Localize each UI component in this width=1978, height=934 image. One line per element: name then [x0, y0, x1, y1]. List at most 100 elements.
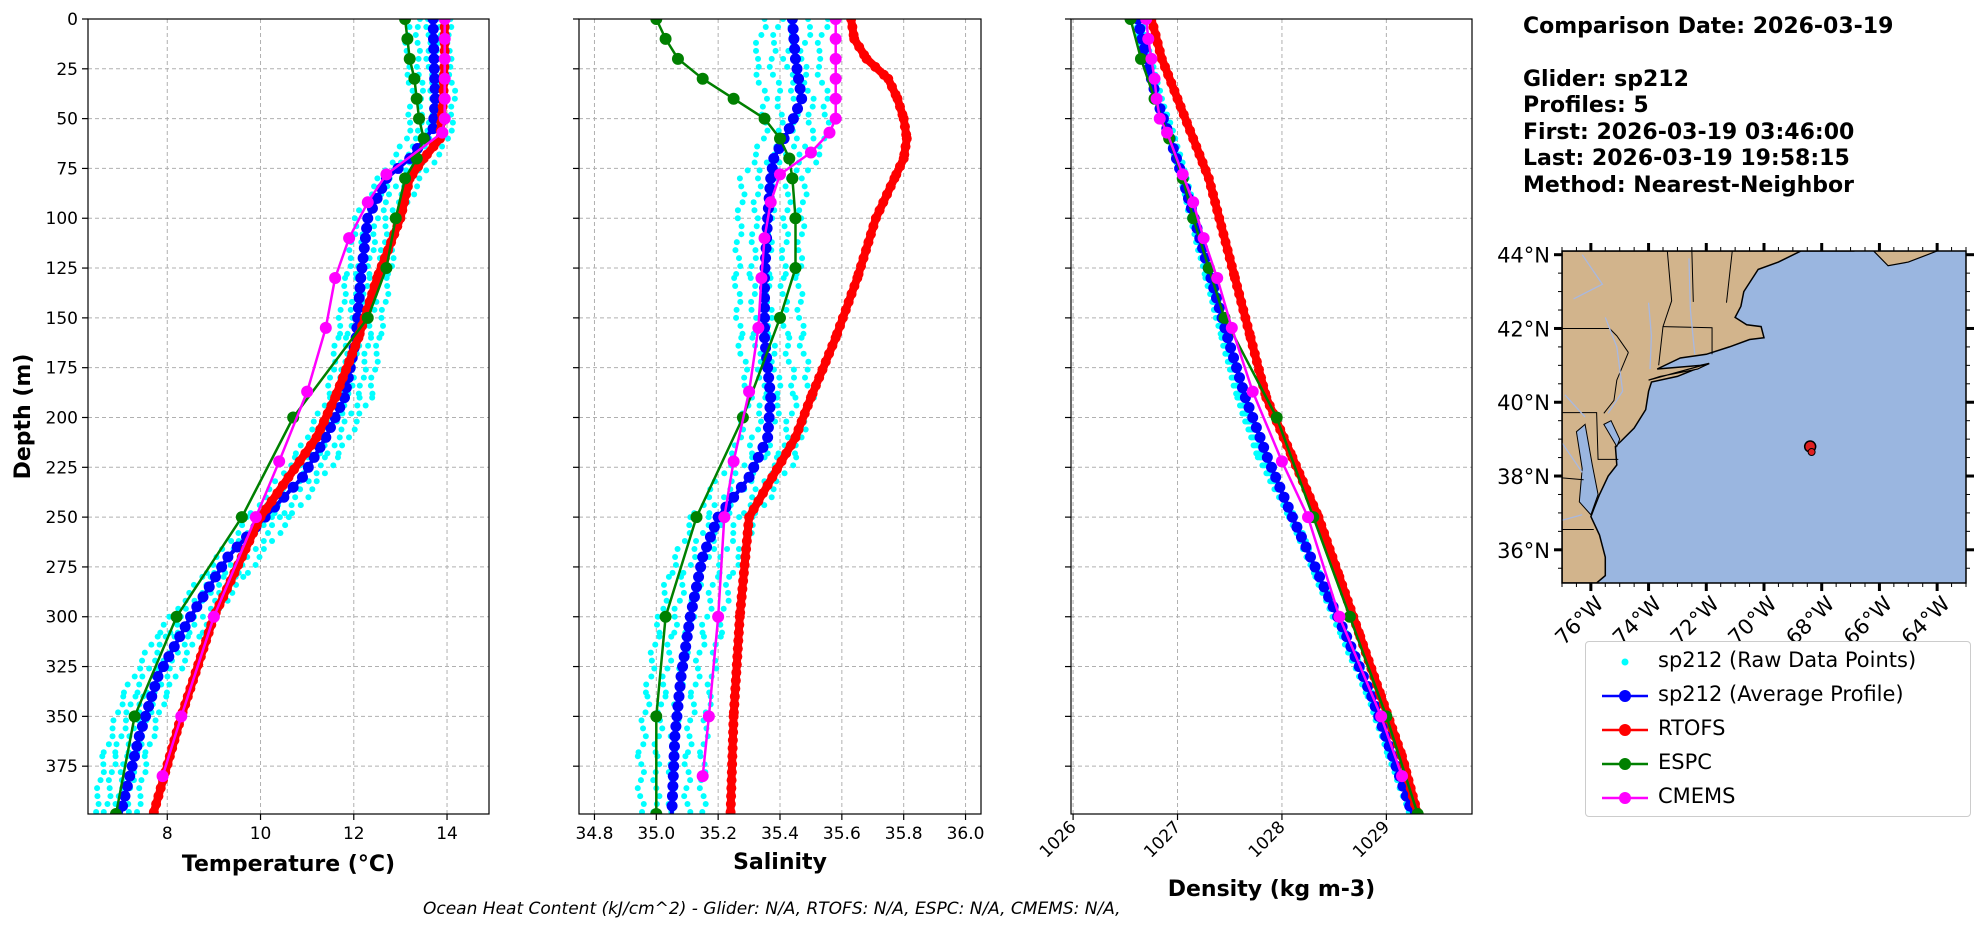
cmems-marker [752, 321, 765, 334]
rtofs-marker [1319, 528, 1330, 539]
rtofs-marker [350, 340, 361, 351]
state-border [1691, 251, 1694, 302]
raw-data-point [181, 641, 188, 648]
raw-data-point [105, 741, 112, 748]
raw-data-point [797, 298, 804, 305]
raw-data-point [374, 358, 381, 365]
raw-data-point [816, 47, 823, 54]
rtofs-marker [341, 364, 352, 375]
raw-data-point [736, 175, 743, 182]
raw-data-point [756, 410, 763, 417]
average-marker [677, 661, 689, 673]
rtofs-marker [771, 464, 782, 475]
rtofs-marker [731, 667, 742, 678]
raw-data-point [741, 462, 748, 469]
raw-data-point [444, 135, 451, 142]
map-lat-label: 40°N [1497, 391, 1550, 415]
chesapeake-bay [1575, 423, 1599, 516]
raw-data-point [688, 741, 695, 748]
raw-data-point [805, 119, 812, 126]
raw-data-point [139, 673, 146, 680]
raw-data-point [805, 111, 812, 118]
raw-data-point [365, 342, 372, 349]
raw-data-point [730, 522, 737, 529]
raw-data-point [634, 785, 641, 792]
rtofs-marker [738, 567, 749, 578]
raw-data-point [452, 87, 459, 94]
raw-data-point [783, 418, 790, 425]
series-group [634, 19, 912, 814]
axes-frame [1070, 18, 1473, 815]
raw-data-point [244, 569, 251, 576]
raw-data-point [288, 502, 295, 509]
raw-data-point [142, 769, 149, 776]
espc-marker [650, 710, 663, 723]
average-marker [1318, 581, 1330, 593]
cmems-marker [1225, 321, 1238, 334]
cmems-marker [438, 19, 451, 25]
raw-data-point [347, 306, 354, 313]
raw-data-point [725, 597, 732, 604]
raw-data-point [720, 605, 727, 612]
raw-data-point [382, 215, 389, 222]
raw-data-point [638, 761, 645, 768]
raw-data-point [389, 159, 396, 166]
raw-data-point [756, 402, 763, 409]
raw-data-point [107, 793, 114, 800]
raw-data-point [648, 673, 655, 680]
legend-swatch-rtofs [1602, 724, 1648, 736]
rtofs-marker [731, 659, 742, 670]
raw-data-point [755, 426, 762, 433]
raw-data-point [701, 641, 708, 648]
raw-data-point [730, 569, 737, 576]
raw-data-point [761, 87, 768, 94]
raw-data-point [115, 709, 122, 716]
raw-data-point [802, 426, 809, 433]
raw-data-point [785, 358, 792, 365]
rtofs-marker [726, 767, 737, 778]
raw-data-point [148, 641, 155, 648]
average-marker [697, 551, 709, 563]
raw-data-point [94, 793, 101, 800]
rtofs-marker [1205, 181, 1216, 192]
raw-data-point [356, 394, 363, 401]
average-marker [1274, 481, 1286, 493]
raw-data-point [658, 701, 665, 708]
average-marker [794, 83, 806, 95]
average-marker [669, 730, 681, 742]
raw-data-point [779, 119, 786, 126]
average-marker [429, 83, 441, 95]
cmems-line [161, 19, 446, 777]
raw-data-point [656, 633, 663, 640]
long-island [1648, 362, 1710, 381]
raw-data-point [793, 454, 800, 461]
rtofs-marker [315, 424, 326, 435]
rtofs-marker [1247, 340, 1258, 351]
raw-data-point [796, 151, 803, 158]
rtofs-marker [885, 181, 896, 192]
raw-data-point [775, 127, 782, 134]
raw-data-point [700, 793, 707, 800]
rtofs-marker [849, 33, 860, 44]
raw-data-point [118, 733, 125, 740]
raw-data-point [761, 502, 768, 509]
raw-data-point [105, 777, 112, 784]
raw-data-point [707, 597, 714, 604]
rtofs-marker [840, 304, 851, 315]
cmems-marker [829, 112, 842, 125]
average-marker [796, 93, 808, 105]
raw-data-point [824, 19, 831, 22]
espc-line [114, 19, 425, 814]
rtofs-marker [863, 237, 874, 248]
average-marker [786, 19, 798, 25]
raw-data-point [383, 231, 390, 238]
raw-data-point [668, 633, 675, 640]
raw-data-point [775, 410, 782, 417]
raw-data-point [782, 350, 789, 357]
raw-data-point [282, 522, 289, 529]
raw-data-point [100, 769, 107, 776]
average-marker [764, 402, 776, 414]
raw-data-point [744, 167, 751, 174]
raw-data-point [640, 801, 647, 808]
raw-data-point [803, 71, 810, 78]
